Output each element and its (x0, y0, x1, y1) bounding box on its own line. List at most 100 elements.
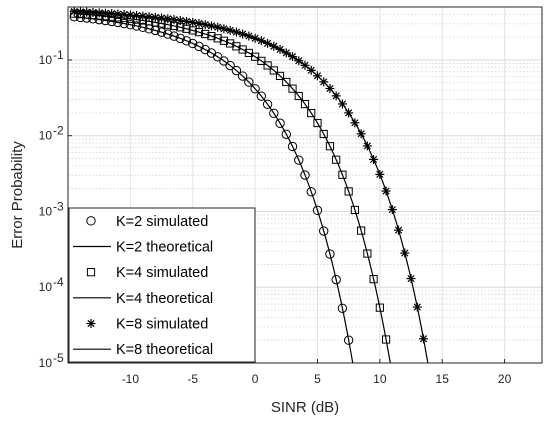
marker-point (300, 170, 310, 180)
marker-point (375, 303, 384, 312)
legend-label: K=4 simulated (116, 265, 208, 281)
marker-point (275, 44, 285, 54)
legend-label: K=8 theoretical (116, 342, 213, 358)
marker-point (213, 34, 222, 43)
marker-point (194, 18, 204, 28)
marker-point (125, 20, 136, 30)
marker-point (362, 141, 372, 151)
marker-point (312, 205, 323, 216)
marker-point (231, 27, 241, 37)
marker-point (313, 118, 322, 128)
marker-point (412, 302, 422, 312)
y-tick-label: 10 (39, 53, 53, 67)
marker-point (400, 248, 410, 258)
y-tick-label: 10 (39, 204, 53, 218)
marker-point (269, 66, 278, 75)
plot-frame (67, 6, 543, 364)
marker-point (156, 27, 167, 37)
marker-point (200, 20, 210, 30)
marker-point (251, 52, 260, 61)
marker-point (294, 56, 304, 66)
legend-marker (86, 216, 96, 226)
marker-point (194, 28, 204, 37)
marker-point (188, 17, 198, 27)
legend-label: K=2 theoretical (116, 240, 213, 256)
marker-point (182, 16, 191, 26)
legend-item: K=4 simulated (86, 265, 208, 281)
marker-point (306, 65, 316, 75)
marker-point (294, 91, 303, 101)
x-tick-label: 20 (498, 372, 512, 386)
marker-point (169, 15, 179, 25)
x-tick-label: 0 (252, 372, 259, 386)
marker-point (262, 99, 273, 109)
marker-point (269, 41, 279, 51)
marker-point (150, 12, 160, 22)
x-tick-label: 15 (436, 372, 450, 386)
y-tick-exponent: -3 (53, 199, 64, 213)
marker-point (113, 9, 123, 19)
marker-point (231, 65, 242, 76)
marker-point (350, 205, 359, 215)
marker-point (175, 15, 185, 25)
marker-point (419, 334, 428, 344)
marker-point (219, 24, 229, 34)
marker-point (207, 31, 216, 41)
y-tick-label: 10 (39, 356, 53, 370)
marker-point (281, 129, 291, 139)
marker-point (250, 84, 260, 94)
marker-point (288, 84, 297, 93)
x-axis-ticks: -10 -5 0 5 10 15 20 (122, 359, 512, 386)
legend-item: K=4 theoretical (73, 291, 213, 307)
marker-point (325, 142, 335, 151)
marker-point (144, 12, 154, 22)
marker-point (325, 83, 335, 93)
marker-point (350, 118, 360, 128)
marker-point (319, 77, 329, 87)
marker-point (213, 22, 223, 32)
marker-point (181, 36, 192, 46)
marker-point (394, 225, 404, 235)
marker-point (275, 118, 285, 128)
marker-point (188, 38, 198, 49)
legend-marker (86, 268, 96, 277)
x-tick-label: -10 (122, 372, 140, 386)
marker-point (119, 18, 129, 29)
marker-point (357, 226, 366, 235)
legend-box (68, 207, 256, 363)
marker-point (219, 36, 229, 45)
marker-point (363, 249, 372, 258)
marker-point (312, 71, 322, 81)
marker-point (300, 60, 310, 70)
marker-point (269, 108, 279, 118)
marker-point (82, 7, 92, 17)
marker-point (338, 170, 347, 179)
marker-point (288, 52, 298, 62)
x-tick-label: -5 (187, 372, 198, 386)
marker-point (175, 33, 185, 44)
x-axis-label: SINR (dB) (271, 399, 339, 416)
marker-point (344, 187, 353, 196)
marker-point (381, 335, 391, 344)
marker-point (226, 39, 235, 48)
marker-point (244, 77, 254, 87)
marker-point (375, 169, 385, 179)
marker-point (244, 31, 254, 41)
marker-point (256, 91, 267, 101)
marker-point (319, 226, 329, 236)
marker-point (282, 77, 291, 87)
legend: K=2 simulated K=2 theoretical K=4 simulate… (68, 207, 256, 363)
marker-point (406, 274, 416, 284)
legend-item: K=8 simulated (86, 317, 208, 333)
marker-point (131, 21, 142, 31)
y-axis-label: Error Probability (9, 141, 26, 249)
y-tick-exponent: -4 (53, 275, 64, 289)
marker-point (319, 129, 328, 139)
marker-point (287, 141, 298, 152)
simulated-markers (69, 7, 428, 345)
marker-point (369, 154, 379, 164)
marker-point (169, 31, 179, 41)
marker-point (138, 11, 148, 21)
marker-point (238, 29, 248, 39)
